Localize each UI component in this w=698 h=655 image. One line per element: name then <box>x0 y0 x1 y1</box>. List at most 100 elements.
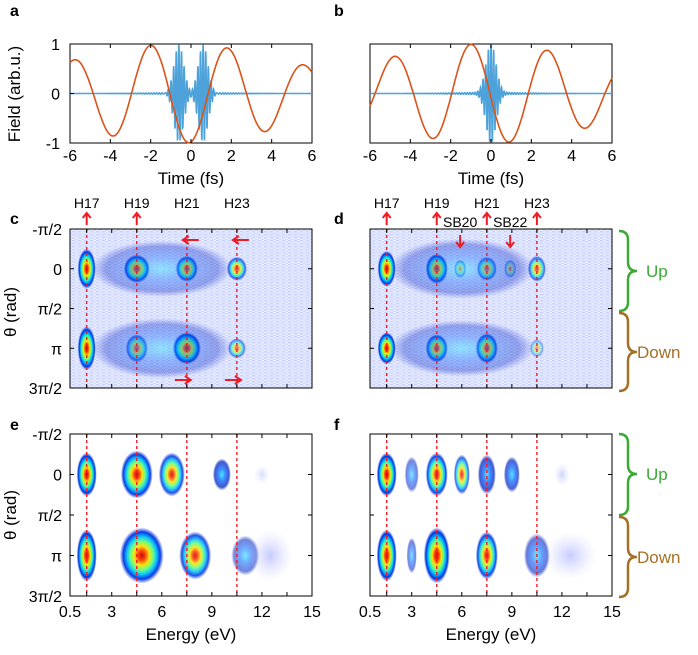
intensity-blob <box>248 529 293 582</box>
intensity-blob <box>119 527 164 584</box>
y-tick-label: π/2 <box>38 508 62 525</box>
intensity-blob <box>91 240 232 297</box>
panel-c-blobs <box>77 240 247 379</box>
panel-label-b: b <box>334 3 344 20</box>
intensity-blob <box>389 238 534 299</box>
panel-label-d: d <box>334 211 344 228</box>
intensity-blob <box>527 255 546 282</box>
brace-down-label-f: Down <box>637 548 680 567</box>
y-tick-label: π/2 <box>38 302 62 319</box>
x-tick-label: 0.5 <box>359 604 381 621</box>
brace-up-f <box>618 432 638 517</box>
intensity-blob <box>503 456 520 493</box>
panel-c-arrows <box>81 211 249 385</box>
x-tick-label: -2 <box>144 148 158 165</box>
brace-down-label-d: Down <box>637 343 680 362</box>
intensity-blob <box>376 452 397 497</box>
x-tick-label: 6 <box>308 148 317 165</box>
x-tick-label: 6 <box>608 148 617 165</box>
panel-label-a: a <box>10 3 19 20</box>
panel-b-axes: -6 -4 -2 0 2 4 6 <box>363 44 617 165</box>
panel-label-e: e <box>10 417 19 434</box>
panel-a-series <box>69 44 313 144</box>
panel-a-axes: -6 -4 -2 0 2 4 6 -1 0 1 <box>46 37 317 165</box>
arrow-up <box>431 211 442 225</box>
harmonic-label: H23 <box>224 195 250 211</box>
harmonic-label: H17 <box>74 195 100 211</box>
intensity-blob <box>226 256 247 281</box>
harmonic-label: H21 <box>174 195 200 211</box>
y-tick-label: 0 <box>53 262 62 279</box>
panel-d: H17 H19 H21 H23 SB20 SB22 <box>369 195 613 389</box>
intensity-blob <box>389 320 534 377</box>
intensity-blob <box>425 452 448 497</box>
intensity-blob <box>253 464 270 485</box>
brace-up-d <box>618 229 638 313</box>
y-tick-label: 1 <box>51 37 60 54</box>
x-tick-label: -6 <box>63 148 77 165</box>
arrow-up <box>81 211 92 225</box>
harmonic-label: H23 <box>524 195 550 211</box>
x-tick-label: 3 <box>107 604 116 621</box>
panel-d-axes <box>369 228 613 389</box>
arrow-up <box>131 211 142 225</box>
panel-a-ylabel: Field (arb.u.) <box>5 46 24 142</box>
panel-c-dashes <box>85 229 238 388</box>
panel-f-axes: 0.5 3 6 9 12 15 <box>359 433 621 621</box>
panel-c-harmonic-labels: H17 H19 H21 H23 <box>74 195 250 211</box>
panel-e-xlabel: Energy (eV) <box>146 625 237 644</box>
panel-f: 0.5 3 6 9 12 15 Energy (eV) <box>359 433 621 644</box>
panel-d-dashes <box>385 229 538 388</box>
panel-e-blobs <box>76 450 293 584</box>
brace-up-label-d: Up <box>646 262 668 281</box>
intensity-blob <box>120 450 153 499</box>
arrow-right <box>224 375 243 385</box>
brace-group-f: Up Down <box>618 432 680 599</box>
brace-up-label-f: Up <box>646 465 668 484</box>
intensity-blob <box>227 338 246 359</box>
intensity-blob <box>377 250 396 287</box>
y-tick-label: 0 <box>53 468 62 485</box>
x-tick-label: 0.5 <box>59 604 81 621</box>
panel-c: -π/2 0 π/2 π 3π/2 H17 H19 H21 H23 θ (rad) <box>1 195 313 398</box>
panel-d-harmonic-labels: H17 H19 H21 H23 SB20 SB22 <box>374 195 550 230</box>
intensity-blob <box>477 454 496 495</box>
arrow-down <box>505 235 515 249</box>
x-tick-label: -6 <box>363 148 377 165</box>
arrow-up <box>482 211 492 225</box>
intensity-blob <box>406 537 417 574</box>
harmonic-label: H21 <box>474 195 500 211</box>
arrow-right <box>174 375 193 385</box>
arrow-down <box>455 235 465 249</box>
x-tick-label: 4 <box>567 148 576 165</box>
y-tick-label: -π/2 <box>32 222 62 239</box>
harmonic-label: H19 <box>124 195 150 211</box>
x-tick-label: 3 <box>407 604 416 621</box>
panel-e-ylabel: θ (rad) <box>1 490 20 540</box>
sideband-label: SB20 <box>443 214 477 230</box>
intensity-blob <box>179 531 212 580</box>
x-tick-label: 0 <box>487 148 496 165</box>
intensity-blob <box>77 248 96 289</box>
panel-d-blobs <box>377 238 546 377</box>
x-tick-label: 15 <box>303 604 321 621</box>
x-tick-label: 9 <box>207 604 216 621</box>
panel-a: -6 -4 -2 0 2 4 6 -1 0 1 Time (fs) Field (arb.u.) <box>5 37 317 188</box>
harmonic-label: H17 <box>374 195 400 211</box>
intensity-blob <box>212 458 231 491</box>
panel-c-ylabel: θ (rad) <box>1 287 20 337</box>
x-tick-label: 15 <box>603 604 621 621</box>
arrow-left <box>231 235 249 245</box>
apt-series-line <box>70 44 312 142</box>
y-tick-label: -1 <box>46 136 60 153</box>
panel-b: -6 -4 -2 0 2 4 6 Time (fs) <box>363 43 617 188</box>
y-tick-label: π <box>51 549 62 566</box>
panel-e-axes: -π/2 0 π/2 π 3π/20.5 3 6 9 12 15 <box>29 427 321 621</box>
brace-down-d <box>618 311 638 393</box>
x-tick-label: 2 <box>527 148 536 165</box>
arrow-left <box>181 235 199 245</box>
panel-label-c: c <box>10 211 19 228</box>
x-tick-label: -4 <box>403 148 417 165</box>
y-tick-label: 0 <box>51 87 60 104</box>
